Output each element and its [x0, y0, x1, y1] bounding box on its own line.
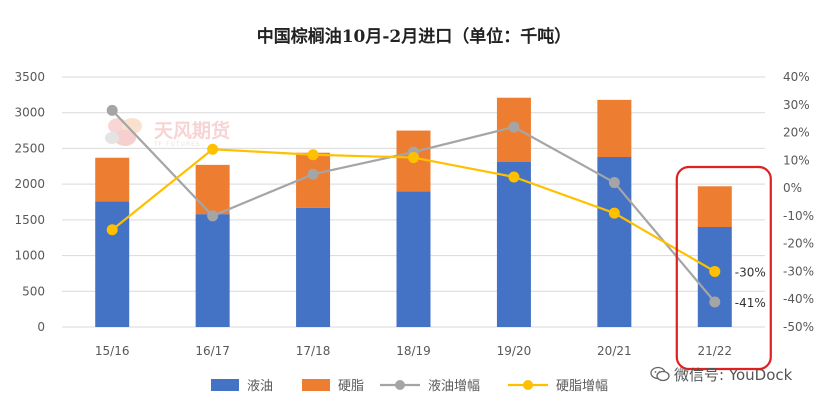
- stearin-growth-point: [508, 171, 520, 183]
- bar-stearin: [95, 157, 130, 202]
- legend-swatch: [302, 379, 330, 391]
- y-right-tick-label: -30%: [783, 264, 814, 278]
- y-right-tick-label: -20%: [783, 237, 814, 251]
- logo-subtext: TF FUTURES: [154, 141, 201, 148]
- stearin-growth-point: [709, 265, 721, 277]
- legend-label: 硬脂增幅: [556, 379, 608, 394]
- watermark-text: 微信号: YouDock: [674, 366, 793, 384]
- bar-stearin: [296, 152, 331, 208]
- legend-label: 硬脂: [338, 379, 364, 394]
- y-right-tick-label: -50%: [783, 320, 814, 334]
- liquid-growth-point: [307, 168, 319, 180]
- y-right-tick-label: 0%: [783, 181, 802, 195]
- logo-text: 天风期货: [154, 120, 231, 142]
- x-tick-label: 19/20: [497, 344, 532, 358]
- y-right-tick-label: -10%: [783, 209, 814, 223]
- y-right-tick-label: -40%: [783, 292, 814, 306]
- y-left-tick-label: 3500: [14, 70, 45, 84]
- data-label: -30%: [735, 265, 766, 279]
- legend-label: 液油: [247, 379, 273, 394]
- y-left-tick-label: 1500: [14, 213, 45, 227]
- y-right-tick-label: 30%: [783, 98, 810, 112]
- y-left-tick-label: 2500: [14, 141, 45, 155]
- liquid-growth-point: [709, 296, 721, 308]
- bar-liquid-oil: [195, 214, 230, 327]
- x-tick-label: 15/16: [95, 344, 130, 358]
- bar-liquid-oil: [396, 191, 431, 327]
- stearin-growth-point: [106, 224, 118, 236]
- bar-stearin: [195, 164, 230, 215]
- tianfeng-logo: 天风期货 TF FUTURES: [98, 110, 230, 158]
- legend-marker: [523, 380, 533, 390]
- bar-liquid-oil: [95, 201, 130, 327]
- stearin-growth-point: [307, 149, 319, 161]
- liquid-growth-point: [608, 177, 620, 189]
- bar-stearin: [597, 99, 632, 157]
- bar-liquid-oil: [697, 227, 732, 327]
- bar-liquid-oil: [496, 162, 531, 327]
- y-left-tick-label: 500: [22, 284, 45, 298]
- data-label: -41%: [735, 296, 766, 310]
- y-right-tick-label: 20%: [783, 126, 810, 140]
- liquid-growth-point: [207, 210, 219, 222]
- liquid-growth-point: [508, 121, 520, 133]
- x-tick-label: 18/19: [396, 344, 431, 358]
- x-tick-label: 16/17: [195, 344, 230, 358]
- liquid-growth-point: [106, 104, 118, 116]
- x-tick-label: 20/21: [597, 344, 632, 358]
- wechat-icon: [650, 366, 670, 382]
- legend-label: 液油增幅: [428, 379, 480, 394]
- x-tick-label: 21/22: [697, 344, 732, 358]
- x-tick-label: 17/18: [296, 344, 331, 358]
- legend-marker: [395, 380, 405, 390]
- stearin-growth-point: [608, 207, 620, 219]
- highlight-box: [675, 165, 772, 371]
- bar-liquid-oil: [296, 207, 331, 327]
- y-left-tick-label: 1000: [14, 249, 45, 263]
- y-left-tick-label: 2000: [14, 177, 45, 191]
- bar-stearin: [697, 186, 732, 227]
- stearin-growth-point: [408, 152, 419, 164]
- y-left-tick-label: 0: [37, 320, 45, 334]
- legend-swatch: [211, 379, 239, 391]
- y-left-tick-label: 3000: [14, 106, 45, 120]
- chart-title: 中国棕榈油10月-2月进口（单位：千吨）: [256, 27, 572, 47]
- stearin-growth-point: [207, 143, 219, 155]
- y-right-tick-label: 10%: [783, 153, 810, 167]
- y-right-tick-label: 40%: [783, 70, 810, 84]
- wechat-watermark: 微信号: YouDock: [650, 364, 792, 385]
